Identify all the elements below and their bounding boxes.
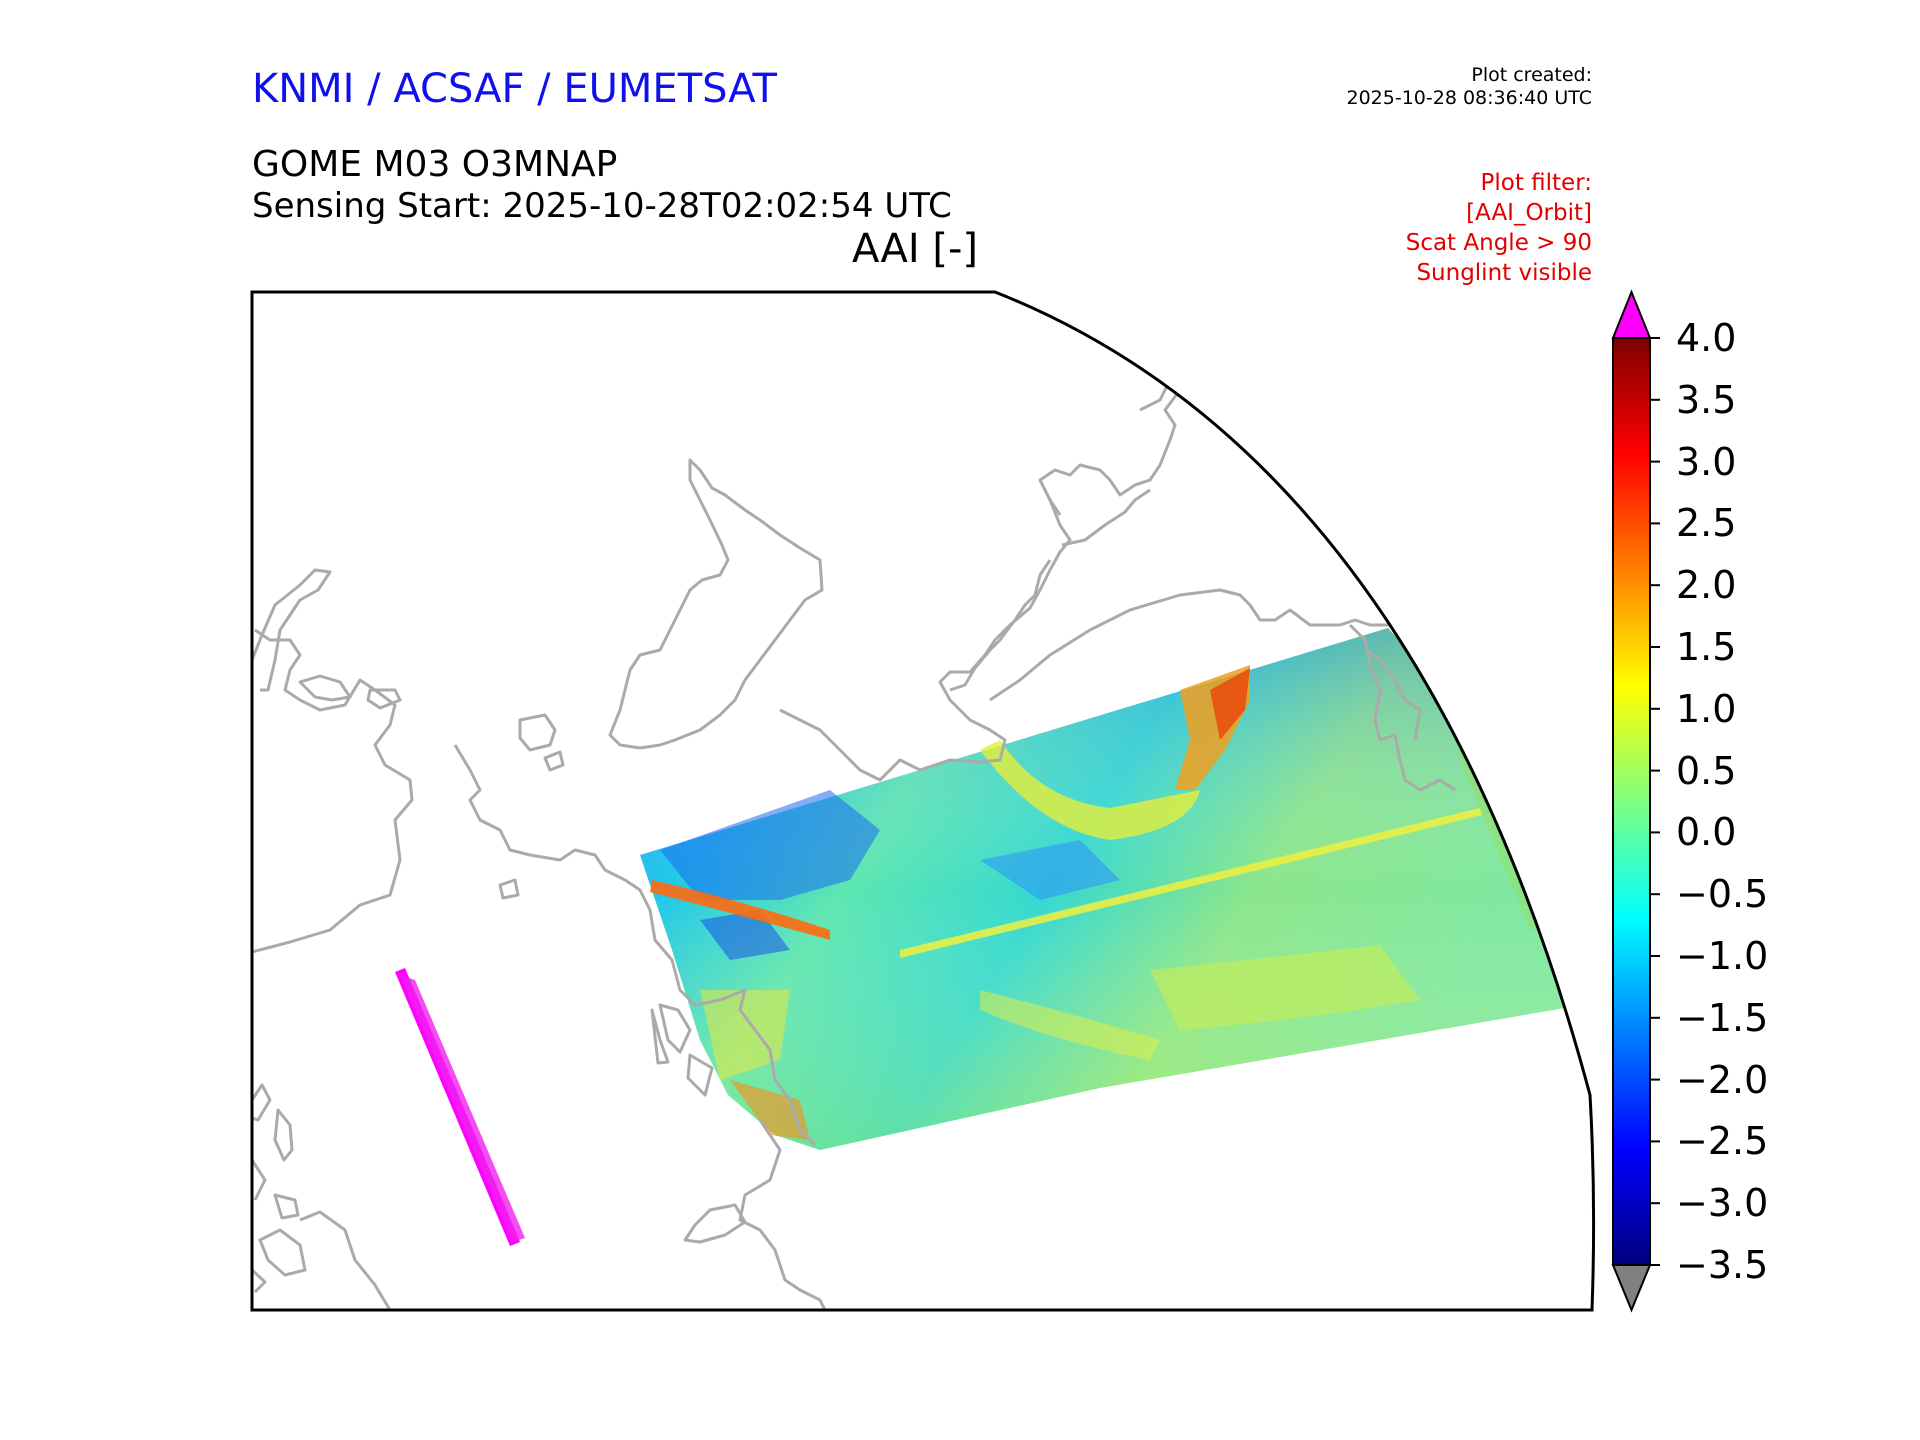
coastlines <box>252 330 1456 1310</box>
colorbar-tick-label: 3.5 <box>1676 378 1737 422</box>
sensing-start: Sensing Start: 2025-10-28T02:02:54 UTC <box>252 186 952 226</box>
colorbar-tick-label: 2.5 <box>1676 501 1737 545</box>
colorbar-tick-label: −1.0 <box>1676 934 1769 978</box>
colorbar-tick-label: 3.0 <box>1676 440 1737 484</box>
colorbar-tick-label: −3.5 <box>1676 1243 1769 1287</box>
plot-filter-line: [AAI_Orbit] <box>1466 200 1592 226</box>
colorbar-scale <box>1612 337 1651 1266</box>
aai-swath <box>640 628 1565 1150</box>
plot-filter-line: Sunglint visible <box>1416 260 1592 286</box>
colorbar-under-extension <box>1611 1264 1652 1313</box>
colorbar-over-extension <box>1611 289 1652 339</box>
colorbar-tick-label: −0.5 <box>1676 872 1769 916</box>
colorbar-tick-label: 1.5 <box>1676 625 1737 669</box>
colorbar <box>1611 289 1660 1313</box>
colorbar-tick-label: 0.5 <box>1676 749 1737 793</box>
colorbar-tick-label: 4.0 <box>1676 316 1737 360</box>
plot-created-timestamp: 2025-10-28 08:36:40 UTC <box>1346 87 1593 109</box>
plot-filter: Plot filter: [AAI_Orbit] Scat Angle > 90… <box>1406 168 1592 288</box>
flagged-pixels-strip <box>395 968 525 1246</box>
plot-created: Plot created: 2025-10-28 08:36:40 UTC <box>1347 64 1593 110</box>
colorbar-tick-label: −3.0 <box>1676 1181 1769 1225</box>
colorbar-tick-label: 2.0 <box>1676 563 1737 607</box>
colorbar-tick-label: −1.5 <box>1676 996 1769 1040</box>
colorbar-tick-label: 0.0 <box>1676 810 1737 854</box>
plot-created-label: Plot created: <box>1471 64 1592 86</box>
map-area <box>252 330 1565 1310</box>
organization-title: KNMI / ACSAF / EUMETSAT <box>252 66 777 112</box>
plot-filter-title: Plot filter: <box>1480 170 1592 196</box>
colorbar-tick-label: −2.0 <box>1676 1058 1769 1102</box>
plot-filter-line: Scat Angle > 90 <box>1405 230 1592 256</box>
colorbar-tick-label: −2.5 <box>1676 1119 1769 1163</box>
product-title: GOME M03 O3MNAP <box>252 144 618 185</box>
colorbar-tick-label: 1.0 <box>1676 687 1737 731</box>
variable-title: AAI [-] <box>852 226 978 272</box>
map-frame <box>250 290 1596 1312</box>
